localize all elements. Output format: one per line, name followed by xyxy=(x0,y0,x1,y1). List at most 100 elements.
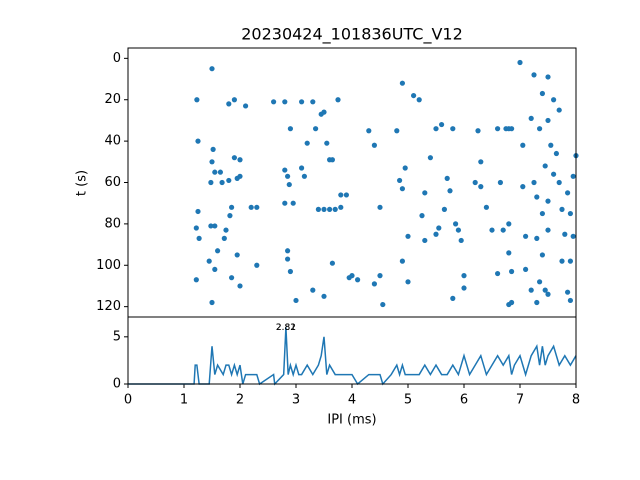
point xyxy=(495,270,501,277)
point xyxy=(399,258,405,264)
point xyxy=(405,279,411,285)
point xyxy=(237,157,243,163)
x-tick-label: 1 xyxy=(180,393,188,408)
point xyxy=(243,103,249,109)
point xyxy=(509,299,515,306)
point xyxy=(439,121,445,128)
point xyxy=(193,277,199,283)
point xyxy=(321,293,327,299)
chart-title: 20230424_101836UTC_V12 xyxy=(241,25,463,45)
point xyxy=(195,138,201,144)
point xyxy=(520,184,526,190)
point xyxy=(539,90,546,97)
y-tick-label: 80 xyxy=(104,216,121,231)
point xyxy=(287,126,293,132)
point xyxy=(206,258,212,264)
point xyxy=(461,285,467,291)
point xyxy=(217,169,223,175)
point xyxy=(304,140,310,146)
point xyxy=(290,200,296,206)
point xyxy=(556,107,562,113)
point xyxy=(229,204,235,210)
point xyxy=(397,177,403,184)
point xyxy=(545,198,551,204)
point xyxy=(209,159,215,165)
x-tick-label: 4 xyxy=(348,393,356,408)
point xyxy=(567,210,574,217)
point xyxy=(219,179,225,186)
axes-frame xyxy=(127,316,577,385)
point xyxy=(553,150,560,157)
point xyxy=(321,206,327,212)
point xyxy=(327,206,333,212)
point xyxy=(520,142,526,148)
point xyxy=(282,99,288,105)
point xyxy=(411,92,417,99)
point xyxy=(483,204,489,210)
point xyxy=(329,157,335,163)
point xyxy=(226,101,232,107)
y-tick-label: 100 xyxy=(96,258,121,273)
point xyxy=(285,256,291,262)
point xyxy=(531,72,537,78)
point xyxy=(559,206,565,212)
point xyxy=(450,295,456,301)
point xyxy=(455,227,461,233)
y-tick-label: 0 xyxy=(113,377,121,392)
x-tick-label: 8 xyxy=(572,393,580,408)
point xyxy=(349,273,355,279)
point xyxy=(335,97,341,103)
y-tick-label: 40 xyxy=(104,134,121,149)
point xyxy=(343,192,349,198)
point xyxy=(556,179,562,186)
point xyxy=(338,192,344,198)
point xyxy=(212,169,218,175)
point xyxy=(315,206,321,212)
point xyxy=(293,297,299,304)
point xyxy=(380,301,386,308)
point xyxy=(399,186,405,192)
point xyxy=(285,248,291,254)
point xyxy=(509,268,515,275)
point xyxy=(285,173,291,179)
point xyxy=(528,287,534,293)
point xyxy=(287,268,293,275)
point xyxy=(355,277,361,283)
point xyxy=(509,126,515,132)
point xyxy=(210,146,216,152)
point xyxy=(453,221,459,227)
point xyxy=(458,237,464,244)
point xyxy=(570,233,576,239)
point xyxy=(506,250,512,256)
point xyxy=(559,258,565,264)
x-tick-label: 7 xyxy=(516,393,524,408)
point xyxy=(534,194,540,200)
point xyxy=(441,206,447,212)
x-tick-label: 2 xyxy=(236,393,244,408)
point xyxy=(545,291,551,297)
point xyxy=(195,208,201,215)
y-tick-label: 0 xyxy=(113,51,121,66)
point xyxy=(548,142,554,148)
point xyxy=(227,213,233,219)
point xyxy=(234,252,240,258)
point xyxy=(329,260,335,266)
point xyxy=(310,99,316,105)
point xyxy=(523,233,529,239)
point xyxy=(338,204,344,210)
point xyxy=(562,231,568,237)
point xyxy=(229,275,235,281)
point xyxy=(231,155,237,161)
annotation: 2.82 xyxy=(276,323,296,333)
point xyxy=(444,175,450,181)
point xyxy=(436,225,442,231)
x-tick-label: 5 xyxy=(404,393,412,408)
point xyxy=(478,184,484,190)
point xyxy=(208,223,214,229)
point xyxy=(194,97,200,103)
point xyxy=(461,273,467,279)
point xyxy=(196,235,202,241)
annotation: 2.81 xyxy=(276,323,296,333)
point xyxy=(248,204,254,210)
